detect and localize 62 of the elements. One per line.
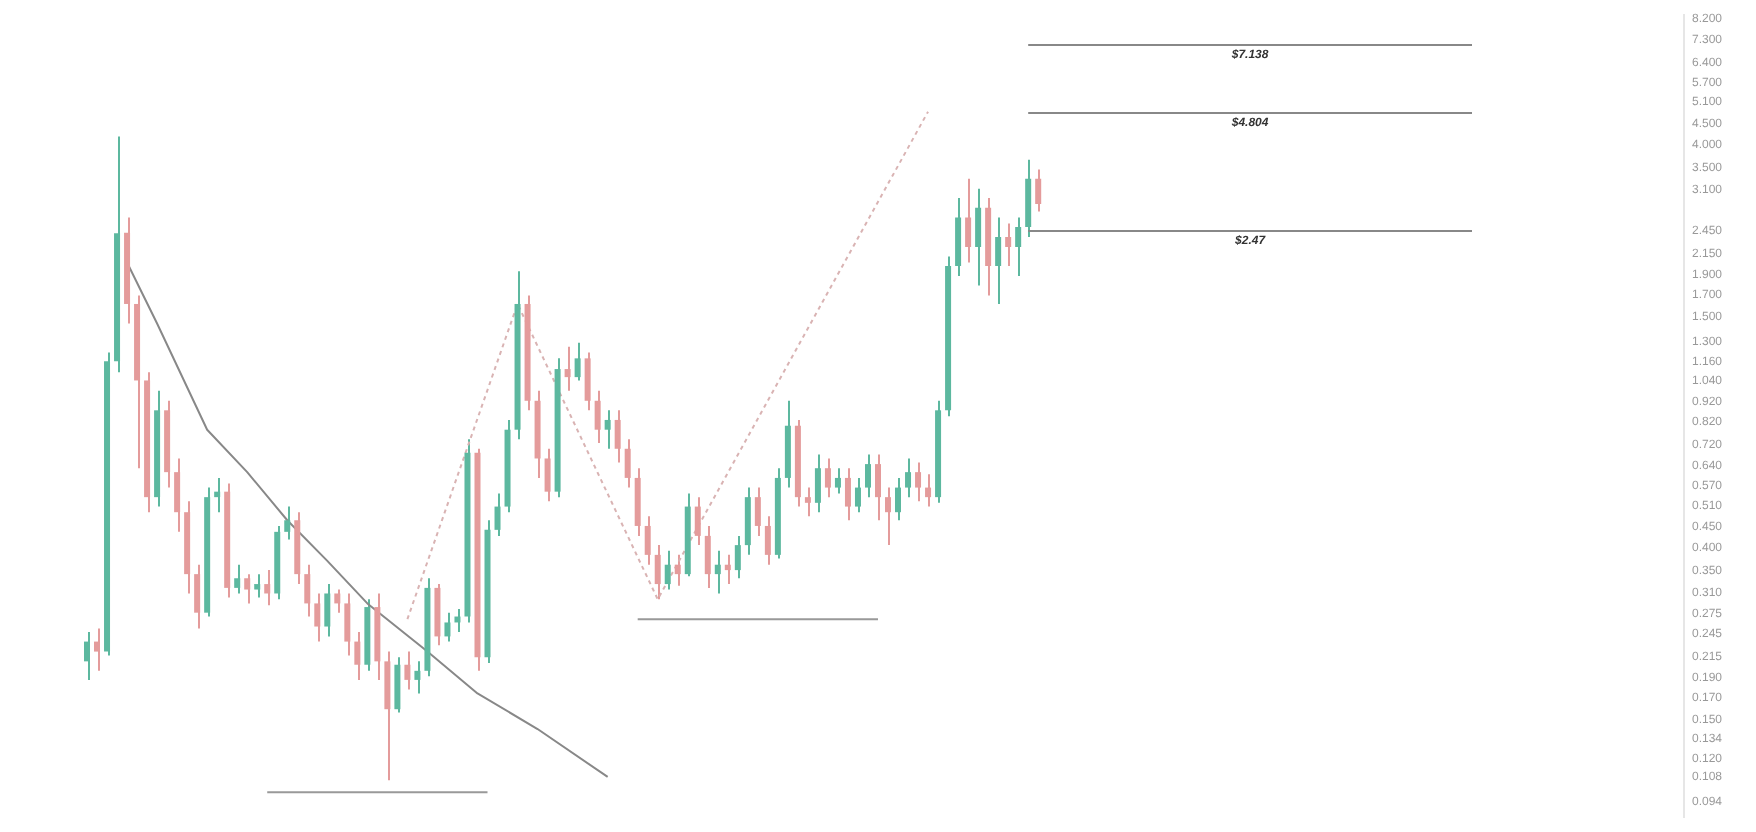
line-series <box>406 110 930 621</box>
candlestick <box>834 467 841 495</box>
candlestick <box>244 573 251 605</box>
candlestick <box>804 486 811 518</box>
candlestick <box>334 588 341 614</box>
candlestick <box>654 544 661 601</box>
candlestick <box>414 660 421 695</box>
candlestick <box>1015 216 1022 277</box>
candlestick <box>444 611 451 643</box>
candlestick <box>344 592 351 657</box>
candlestick <box>264 569 271 607</box>
candlestick <box>895 476 902 522</box>
candlestick <box>744 486 751 556</box>
candlestick <box>754 486 761 537</box>
candlestick <box>254 573 261 599</box>
candlestick <box>394 656 401 714</box>
candlestick <box>544 447 551 503</box>
candlestick <box>694 496 701 547</box>
candlestick <box>724 553 731 586</box>
candlestick <box>864 453 871 499</box>
candlestick <box>604 409 611 450</box>
candlestick <box>624 438 631 489</box>
candlestick <box>824 457 831 499</box>
candlestick <box>644 515 651 566</box>
candlestick <box>925 473 932 508</box>
candlestick <box>614 409 621 464</box>
candlestick <box>915 461 922 503</box>
candlestick <box>584 351 591 412</box>
candlestick <box>494 492 501 537</box>
candlestick <box>664 549 671 591</box>
candlestick <box>874 453 881 522</box>
candlestick <box>734 534 741 580</box>
candlestick <box>384 650 391 782</box>
candlestick <box>995 216 1002 305</box>
candlestick <box>975 187 982 287</box>
candlestick <box>764 515 771 566</box>
candlestick <box>314 592 321 643</box>
candlestick <box>814 453 821 514</box>
candlestick <box>304 563 311 618</box>
candlestick <box>84 631 91 681</box>
candlestick <box>1035 168 1042 213</box>
candlestick <box>704 524 711 589</box>
candlestick <box>404 650 411 691</box>
candlestick <box>354 631 361 681</box>
candlestick <box>234 563 241 595</box>
candlestick <box>564 345 571 392</box>
candlestick <box>854 476 861 514</box>
candlestick <box>94 627 101 672</box>
candlestick <box>174 457 181 533</box>
candlestick <box>674 553 681 587</box>
candlestick <box>905 457 912 499</box>
candlestick <box>324 583 331 638</box>
candlestick <box>594 389 601 444</box>
candlestick <box>284 505 291 541</box>
candlestick <box>194 563 201 630</box>
candlestick <box>214 476 221 514</box>
candlestick <box>885 486 892 547</box>
candlestick <box>574 341 581 382</box>
candlestick <box>844 467 851 522</box>
candlestick <box>1005 222 1012 267</box>
candlestick <box>965 177 972 264</box>
candlestick <box>714 549 721 595</box>
